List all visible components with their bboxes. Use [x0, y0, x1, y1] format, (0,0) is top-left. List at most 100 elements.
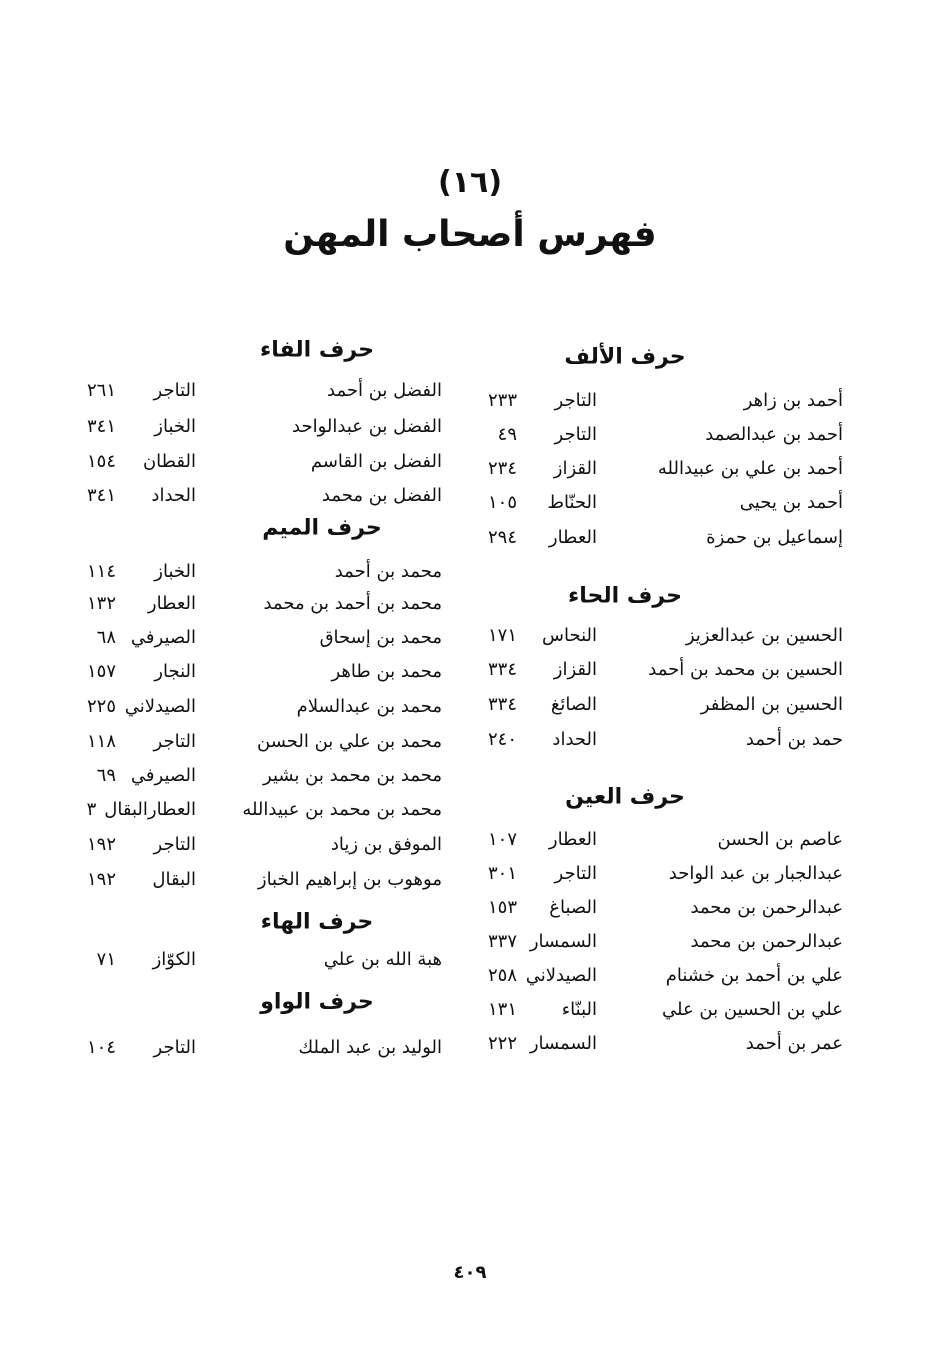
entry-page: ٢٩٤ — [487, 527, 517, 548]
index-entry: الموفق بن زياد التاجر ١٩٢ — [72, 830, 442, 860]
entry-profession: التاجر — [153, 380, 196, 401]
section-heading: حرف الميم — [262, 515, 382, 541]
entry-profession: القزاز — [553, 659, 597, 680]
entry-page: ٤٩ — [497, 424, 517, 445]
entry-name: الفضل بن عبدالواحد — [292, 416, 442, 437]
page-title: فهرس أصحاب المهن — [283, 214, 657, 255]
entry-page: ٢٢٥ — [86, 696, 116, 717]
entry-page: ١٥٣ — [487, 897, 517, 918]
entry-name: محمد بن عبدالسلام — [296, 696, 442, 717]
section-heading: حرف الهاء — [260, 909, 374, 935]
entry-profession: التاجر — [153, 731, 196, 752]
index-entry: محمد بن إسحاق الصيرفي ٦٨ — [72, 623, 442, 653]
entry-profession: التاجر — [153, 834, 196, 855]
entry-name: محمد بن أحمد — [334, 561, 442, 582]
entry-profession: النجار — [154, 661, 196, 682]
entry-profession: النحاس — [542, 625, 597, 646]
entry-page: ١٣٢ — [86, 593, 116, 614]
entry-profession: العطار — [548, 527, 597, 548]
entry-profession: البقال — [152, 869, 196, 890]
entry-profession: التاجر — [153, 1037, 196, 1058]
section-heading: حرف الفاء — [260, 337, 374, 363]
entry-name: عاصم بن الحسن — [717, 829, 843, 850]
right-column: حرف الألف أحمد بن زاهر التاجر ٢٣٣ أحمد بن عب… — [473, 345, 843, 1059]
entry-name: علي بن الحسين بن علي — [661, 999, 843, 1020]
entry-page: ٢٤٠ — [487, 729, 517, 750]
index-entry: أحمد بن عبدالصمد التاجر ٤٩ — [473, 420, 843, 450]
entry-name: أحمد بن عبدالصمد — [705, 424, 843, 445]
entry-profession: الخباز — [154, 416, 196, 437]
index-entry: محمد بن عبدالسلام الصيدلاني ٢٢٥ — [72, 692, 442, 722]
entry-profession: التاجر — [554, 390, 597, 411]
entry-page: ٣٣٤ — [487, 659, 517, 680]
entry-name: الحسين بن محمد بن أحمد — [648, 659, 843, 680]
entry-profession: القزاز — [553, 458, 597, 479]
index-entry: علي بن أحمد بن خشنام الصيدلاني ٢٥٨ — [473, 961, 843, 991]
entry-profession: العطار — [548, 829, 597, 850]
entry-profession: التاجر — [554, 424, 597, 445]
entry-profession: الصيدلاني — [525, 965, 597, 986]
entry-name: إسماعيل بن حمزة — [706, 527, 843, 548]
entry-profession: الكوّاز — [152, 949, 196, 970]
entry-page: ٧١ — [96, 949, 116, 970]
index-entry: أحمد بن زاهر التاجر ٢٣٣ — [473, 386, 843, 416]
index-entry: الوليد بن عبد الملك التاجر ١٠٤ — [72, 1033, 442, 1063]
index-entry: عبدالرحمن بن محمد الصباغ ١٥٣ — [473, 893, 843, 923]
entry-page: ١٩٢ — [86, 869, 116, 890]
section-heading: حرف الحاء — [568, 583, 682, 609]
entry-page: ٣٤١ — [86, 485, 116, 506]
entry-profession: الصائغ — [550, 694, 597, 715]
page-number: ٤٠٩ — [453, 1262, 487, 1283]
index-entry: الحسين بن عبدالعزيز النحاس ١٧١ — [473, 621, 843, 651]
entry-page: ١٩٢ — [86, 834, 116, 855]
index-entry: أحمد بن علي بن عبيدالله القزاز ٢٣٤ — [473, 454, 843, 484]
entry-page: ٣٤١ — [86, 416, 116, 437]
entry-profession: السمسار — [529, 1033, 597, 1054]
index-entry: الفضل بن القاسم القطان ١٥٤ — [72, 447, 442, 477]
entry-profession: العطار — [147, 593, 196, 614]
index-entry: محمد بن أحمد بن محمد العطار ١٣٢ — [72, 589, 442, 619]
index-number: (١٦) — [437, 165, 503, 200]
entry-profession: الصيرفي — [130, 627, 196, 648]
index-entry: عمر بن أحمد السمسار ٢٢٢ — [473, 1029, 843, 1059]
entry-name: الحسين بن المظفر — [700, 694, 843, 715]
entry-page: ١١٤ — [86, 561, 116, 582]
left-column: حرف الفاء الفضل بن أحمد التاجر ٢٦١ الفضل بن … — [0, 0, 442, 1368]
entry-page: ١٠٥ — [487, 492, 517, 513]
index-entry: الفضل بن عبدالواحد الخباز ٣٤١ — [72, 412, 442, 442]
entry-page: ١٣١ — [487, 999, 517, 1020]
entry-name: عبدالرحمن بن محمد — [690, 897, 843, 918]
index-entry: إسماعيل بن حمزة العطار ٢٩٤ — [473, 523, 843, 553]
entry-profession: الخباز — [154, 561, 196, 582]
entry-name: عبدالجبار بن عبد الواحد — [668, 863, 843, 884]
entry-name: الفضل بن أحمد — [327, 380, 442, 401]
entry-profession: الصباغ — [549, 897, 597, 918]
index-entry: محمد بن طاهر النجار ١٥٧ — [72, 657, 442, 687]
index-entry: أحمد بن يحيى الحنّاط ١٠٥ — [473, 488, 843, 518]
entry-name: محمد بن علي بن الحسن — [257, 731, 442, 752]
entry-name: الفضل بن القاسم — [310, 451, 442, 472]
entry-name: حمد بن أحمد — [745, 729, 843, 750]
entry-name: الموفق بن زياد — [330, 834, 442, 855]
entry-page: ٢٢٢ — [487, 1033, 517, 1054]
entry-profession: العطارالبقال — [104, 799, 196, 820]
index-entry: هبة الله بن علي الكوّاز ٧١ — [72, 945, 442, 975]
entry-profession: الحداد — [552, 729, 597, 750]
entry-page: ٣٣٤ — [487, 694, 517, 715]
entry-profession: البنّاء — [561, 999, 597, 1020]
entry-name: محمد بن أحمد بن محمد — [263, 593, 442, 614]
entry-name: موهوب بن إبراهيم الخباز — [257, 869, 442, 890]
index-entry: الحسين بن محمد بن أحمد القزاز ٣٣٤ — [473, 655, 843, 685]
entry-name: عمر بن أحمد — [745, 1033, 843, 1054]
entry-profession: القطان — [142, 451, 196, 472]
index-entry: علي بن الحسين بن علي البنّاء ١٣١ — [473, 995, 843, 1025]
entry-page: ٦٨ — [96, 627, 116, 648]
index-entry: الفضل بن أحمد التاجر ٢٦١ — [72, 376, 442, 406]
index-entry: عاصم بن الحسن العطار ١٠٧ — [473, 825, 843, 855]
entry-name: أحمد بن زاهر — [743, 390, 843, 411]
entry-page: ٣٠١ — [487, 863, 517, 884]
entry-page: ١٠٤ — [86, 1037, 116, 1058]
entry-name: عبدالرحمن بن محمد — [690, 931, 843, 952]
index-entry: حمد بن أحمد الحداد ٢٤٠ — [473, 725, 843, 755]
entry-page: ٣٣٧ — [487, 931, 517, 952]
